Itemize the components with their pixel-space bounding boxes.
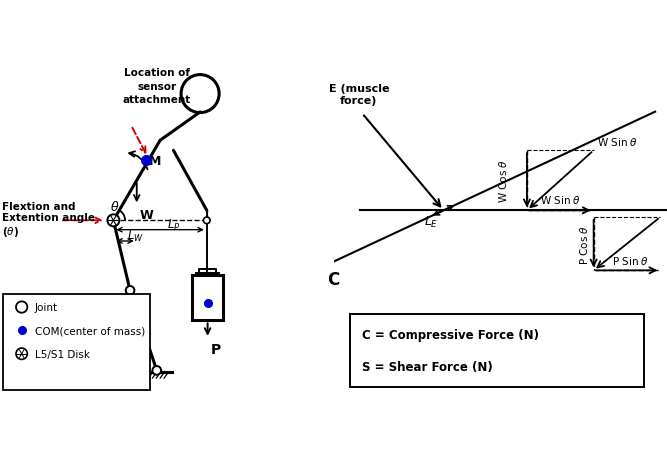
Text: Extention angle: Extention angle <box>1 213 95 223</box>
Bar <box>192 276 223 321</box>
Text: W Sin $\theta$: W Sin $\theta$ <box>597 136 638 147</box>
Text: Joint: Joint <box>35 303 58 312</box>
Text: Location of: Location of <box>124 68 189 78</box>
Text: L5/S1 Disk: L5/S1 Disk <box>35 349 90 359</box>
Bar <box>3 294 150 390</box>
Circle shape <box>107 215 119 227</box>
Text: W Cos $\theta$: W Cos $\theta$ <box>497 159 508 203</box>
Text: M: M <box>149 154 161 167</box>
Text: $L_E$: $L_E$ <box>424 215 438 230</box>
Bar <box>350 314 644 387</box>
Text: COM(center of mass): COM(center of mass) <box>35 326 145 336</box>
Text: $L_P$: $L_P$ <box>167 217 180 232</box>
Text: P Sin $\theta$: P Sin $\theta$ <box>612 255 649 267</box>
Text: W: W <box>139 208 153 221</box>
Circle shape <box>125 286 134 295</box>
Text: W Sin $\theta$: W Sin $\theta$ <box>540 194 581 206</box>
Text: C: C <box>327 270 339 288</box>
Text: sensor: sensor <box>137 81 176 91</box>
Text: C = Compressive Force (N): C = Compressive Force (N) <box>362 328 539 341</box>
Text: $L_W$: $L_W$ <box>127 228 143 243</box>
Text: P Cos $\theta$: P Cos $\theta$ <box>578 224 590 264</box>
Text: $\theta$: $\theta$ <box>110 199 120 213</box>
Circle shape <box>203 217 210 224</box>
Text: P: P <box>210 342 221 356</box>
Text: E (muscle
force): E (muscle force) <box>329 84 389 106</box>
Circle shape <box>152 366 161 375</box>
Text: S = Shear Force (N): S = Shear Force (N) <box>362 360 493 373</box>
Circle shape <box>16 348 27 359</box>
Text: attachment: attachment <box>123 95 191 105</box>
Text: Flextion and: Flextion and <box>1 201 75 211</box>
Circle shape <box>16 302 27 313</box>
Text: ($\theta$): ($\theta$) <box>1 224 19 238</box>
